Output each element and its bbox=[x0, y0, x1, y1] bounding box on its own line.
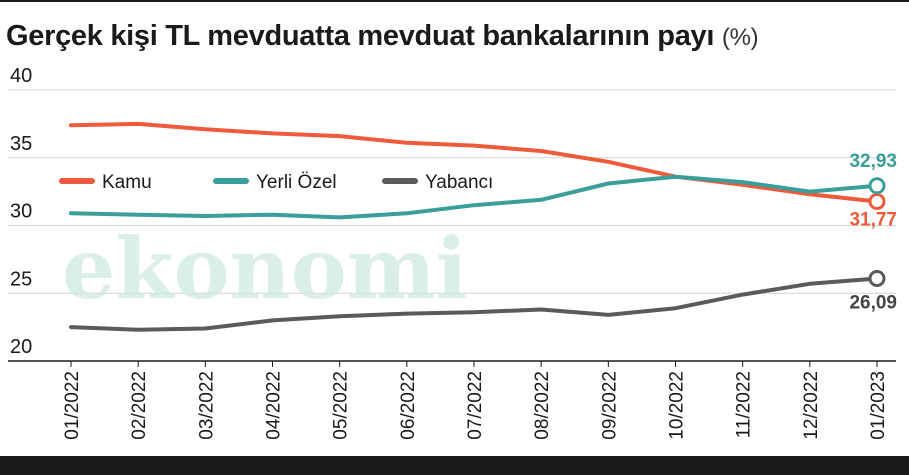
series-line-0 bbox=[69, 121, 879, 204]
y-tick-label: 25 bbox=[10, 268, 32, 290]
x-tick-label: 04/2022 bbox=[264, 371, 285, 440]
series-end-marker-1 bbox=[868, 177, 886, 195]
chart-title-unit: (%) bbox=[721, 24, 759, 51]
y-axis-ticks: 20 25 30 35 40 bbox=[10, 65, 32, 358]
legend: Kamu Yerli Özel Yabancı bbox=[59, 172, 493, 193]
series-end-label: 26,09 bbox=[849, 292, 897, 313]
series-end-label: 32,93 bbox=[849, 151, 897, 172]
y-tick-label: 30 bbox=[10, 201, 32, 223]
y-tick-label: 35 bbox=[10, 133, 32, 155]
series-line-1 bbox=[69, 174, 879, 220]
end-labels: 31,77 32,93 26,09 bbox=[849, 151, 897, 314]
legend-label: Yabancı bbox=[425, 172, 493, 193]
series-line-2 bbox=[69, 276, 879, 332]
x-tick-label: 08/2022 bbox=[532, 371, 553, 440]
watermark-text: ekonomi bbox=[62, 219, 468, 318]
x-tick-label: 01/2023 bbox=[868, 371, 889, 440]
x-tick-label: 09/2022 bbox=[599, 371, 620, 440]
bottom-band bbox=[0, 456, 909, 475]
x-tick-label: 05/2022 bbox=[331, 371, 352, 440]
series-end-marker-2 bbox=[868, 269, 886, 287]
chart-title: Gerçek kişi TL mevduatta mevduat bankala… bbox=[6, 20, 759, 53]
x-tick-label: 03/2022 bbox=[196, 371, 217, 440]
y-tick-label: 20 bbox=[10, 336, 32, 358]
top-rule bbox=[0, 0, 909, 2]
x-tick-label: 12/2022 bbox=[801, 371, 822, 440]
x-tick-label: 06/2022 bbox=[398, 371, 419, 440]
gridlines bbox=[8, 89, 896, 362]
y-tick-label: 40 bbox=[10, 65, 32, 87]
x-axis-ticks: 01/2022 02/2022 03/2022 04/2022 05/2022 06/20… bbox=[62, 361, 889, 440]
series-lines bbox=[69, 121, 886, 332]
legend-label: Yerli Özel bbox=[256, 172, 337, 193]
x-tick-label: 02/2022 bbox=[129, 371, 150, 440]
x-tick-label: 01/2022 bbox=[62, 371, 83, 440]
series-end-marker-0 bbox=[868, 193, 886, 211]
x-tick-label: 07/2022 bbox=[465, 371, 486, 440]
x-tick-label: 11/2022 bbox=[734, 371, 755, 438]
chart-title-text: Gerçek kişi TL mevduatta mevduat bankala… bbox=[6, 20, 715, 52]
legend-label: Kamu bbox=[102, 172, 152, 193]
x-tick-label: 10/2022 bbox=[667, 371, 688, 440]
series-end-label: 31,77 bbox=[849, 210, 897, 231]
